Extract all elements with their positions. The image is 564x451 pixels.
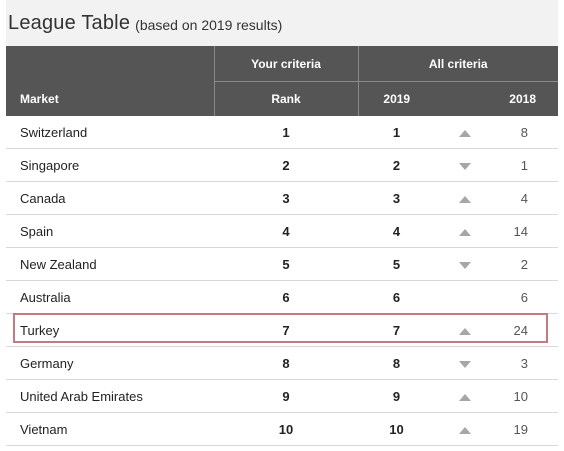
header-market: Market	[6, 81, 214, 116]
trend-cell	[435, 346, 494, 380]
trend-cell	[435, 214, 494, 248]
triangle-up-icon	[458, 327, 471, 335]
header-column-row: Market Rank 2019 2018	[6, 81, 558, 116]
market-cell: Australia	[6, 280, 214, 314]
header-empty-cell	[6, 46, 214, 82]
rank-2018-cell: 2	[494, 247, 558, 281]
market-cell: Canada	[6, 181, 214, 215]
rank-cell: 2	[214, 148, 358, 182]
table-row: Switzerland 1 1 8	[6, 116, 558, 149]
rank-2019-cell: 10	[358, 412, 435, 446]
rank-cell: 4	[214, 214, 358, 248]
rank-cell: 8	[214, 346, 358, 380]
table-row: United Arab Emirates 9 9 10	[6, 379, 558, 413]
triangle-up-icon	[458, 228, 471, 236]
trend-cell	[435, 379, 494, 413]
rank-2019-cell: 3	[358, 181, 435, 215]
rank-2018-cell: 10	[494, 379, 558, 413]
header-trend	[435, 81, 494, 116]
market-cell: Germany	[6, 346, 214, 380]
rank-2018-cell: 3	[494, 346, 558, 380]
market-cell: New Zealand	[6, 247, 214, 281]
trend-cell	[435, 280, 494, 314]
rank-cell: 3	[214, 181, 358, 215]
rank-2018-cell: 8	[494, 116, 558, 149]
triangle-up-icon	[458, 426, 471, 434]
rank-2018-cell: 6	[494, 280, 558, 314]
market-cell: United Arab Emirates	[6, 379, 214, 413]
rank-2019-cell: 8	[358, 346, 435, 380]
rank-cell: 10	[214, 412, 358, 446]
table-row: Spain 4 4 14	[6, 214, 558, 248]
rank-2018-cell: 1	[494, 148, 558, 182]
rank-2019-cell: 9	[358, 379, 435, 413]
rank-2019-cell: 1	[358, 116, 435, 149]
header-2018: 2018	[494, 81, 558, 116]
header-group-all-criteria: All criteria	[357, 46, 558, 82]
triangle-down-icon	[458, 261, 471, 269]
table-row: Turkey 7 7 24	[6, 313, 558, 347]
table-row: Singapore 2 2 1	[6, 148, 558, 182]
trend-cell	[435, 313, 494, 347]
triangle-down-icon	[458, 162, 471, 170]
triangle-up-icon	[458, 393, 471, 401]
market-cell: Turkey	[6, 313, 214, 347]
header-group-your-criteria: Your criteria	[213, 46, 358, 82]
table-row: Australia 6 6 6	[6, 280, 558, 314]
market-cell: Vietnam	[6, 412, 214, 446]
rank-2019-cell: 4	[358, 214, 435, 248]
trend-cell	[435, 247, 494, 281]
rank-2018-cell: 4	[494, 181, 558, 215]
table-row: Germany 8 8 3	[6, 346, 558, 380]
triangle-up-icon	[458, 129, 471, 137]
trend-cell	[435, 148, 494, 182]
trend-cell	[435, 412, 494, 446]
rank-cell: 1	[214, 116, 358, 149]
market-cell: Spain	[6, 214, 214, 248]
rank-cell: 6	[214, 280, 358, 314]
rank-2019-cell: 5	[358, 247, 435, 281]
header-rank: Rank	[213, 81, 358, 116]
rank-2019-cell: 2	[358, 148, 435, 182]
trend-cell	[435, 181, 494, 215]
rank-2018-cell: 19	[494, 412, 558, 446]
rank-cell: 9	[214, 379, 358, 413]
rank-cell: 7	[214, 313, 358, 347]
page-title: League Table	[8, 11, 131, 34]
header-2019: 2019	[357, 81, 435, 116]
rank-2018-cell: 14	[494, 214, 558, 248]
title-bar: League Table (based on 2019 results)	[6, 0, 558, 46]
market-cell: Singapore	[6, 148, 214, 182]
triangle-down-icon	[458, 360, 471, 368]
table-row: Canada 3 3 4	[6, 181, 558, 215]
triangle-up-icon	[458, 195, 471, 203]
market-cell: Switzerland	[6, 116, 214, 149]
rank-cell: 5	[214, 247, 358, 281]
rank-2018-cell: 24	[494, 313, 558, 347]
table-row: Vietnam 10 10 19	[6, 412, 558, 446]
trend-cell	[435, 116, 494, 149]
table-body: Switzerland 1 1 8 Singapore 2 2 1 Canada 3 3 4 Spain…	[6, 116, 558, 446]
page-subtitle: (based on 2019 results)	[135, 16, 283, 33]
league-table: Your criteria All criteria Market Rank 2…	[6, 46, 558, 446]
header-group-row: Your criteria All criteria	[6, 46, 558, 82]
rank-2019-cell: 7	[358, 313, 435, 347]
table-row: New Zealand 5 5 2	[6, 247, 558, 281]
rank-2019-cell: 6	[358, 280, 435, 314]
